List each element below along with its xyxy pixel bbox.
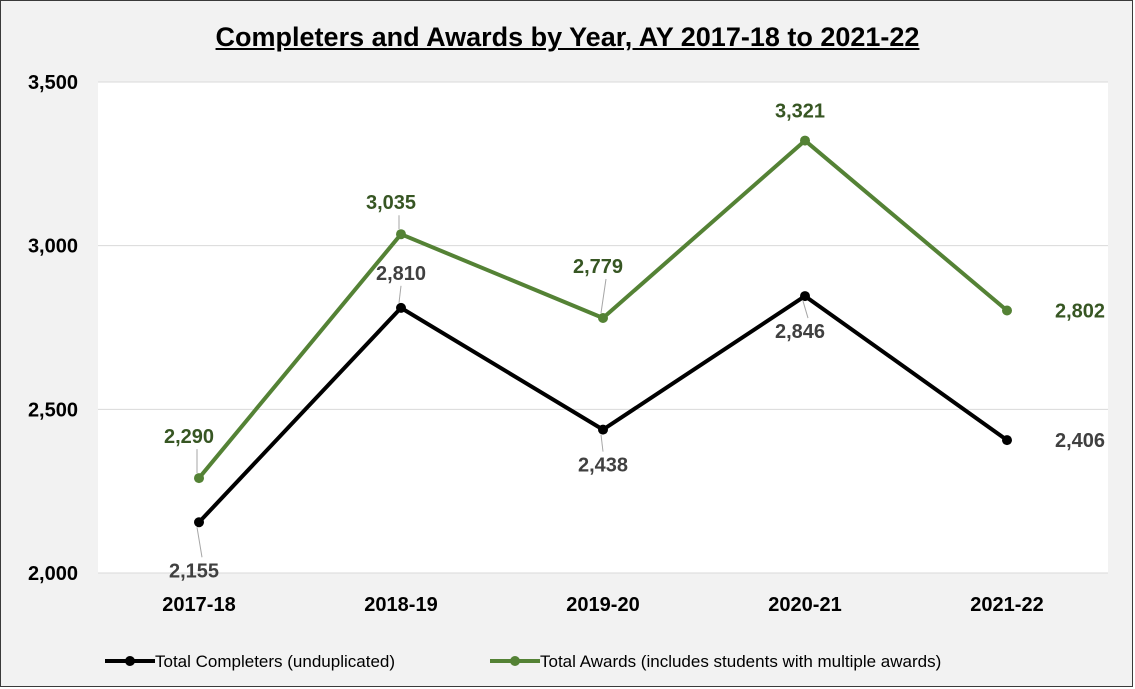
data-point	[194, 473, 204, 484]
data-point	[194, 517, 204, 528]
data-label: 2,810	[376, 263, 426, 285]
y-tick-label: 3,500	[28, 72, 78, 94]
data-label: 2,779	[573, 256, 623, 278]
legend-label: Total Completers (unduplicated)	[155, 652, 395, 671]
data-point	[1002, 305, 1012, 316]
data-point	[396, 302, 406, 313]
x-tick-label: 2021-22	[970, 594, 1043, 616]
y-tick-label: 3,000	[28, 236, 78, 258]
data-label: 2,155	[169, 560, 219, 582]
x-tick-label: 2019-20	[566, 594, 639, 616]
data-label: 3,035	[366, 192, 416, 214]
x-tick-label: 2018-19	[364, 594, 437, 616]
data-point	[800, 135, 810, 146]
leader-line	[600, 434, 604, 452]
legend-label: Total Awards (includes students with mul…	[540, 652, 941, 671]
data-label: 2,802	[1055, 300, 1105, 322]
legend-swatch-marker	[125, 656, 135, 666]
y-tick-label: 2,000	[28, 563, 78, 585]
leader-line	[398, 285, 402, 303]
data-point	[598, 313, 608, 324]
data-point	[800, 291, 810, 302]
y-tick-label: 2,500	[28, 399, 78, 421]
leader-line	[802, 300, 809, 319]
leader-line	[600, 278, 607, 314]
data-point	[1002, 435, 1012, 446]
x-tick-label: 2020-21	[768, 594, 841, 616]
data-point	[396, 229, 406, 240]
data-label: 2,846	[775, 321, 825, 343]
data-label: 2,438	[578, 455, 628, 477]
data-label: 2,290	[164, 426, 214, 448]
data-point	[598, 424, 608, 435]
legend-swatch-marker	[510, 656, 520, 666]
plot-area	[98, 82, 1108, 573]
data-label: 2,406	[1055, 430, 1105, 452]
chart-title: Completers and Awards by Year, AY 2017-1…	[215, 22, 920, 52]
data-label: 3,321	[775, 101, 825, 123]
leader-line	[196, 527, 203, 558]
x-tick-label: 2017-18	[162, 594, 235, 616]
